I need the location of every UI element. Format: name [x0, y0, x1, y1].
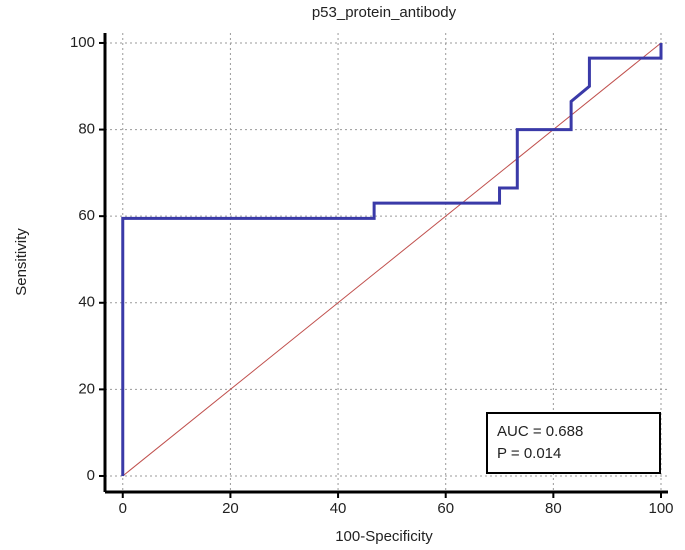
- x-axis-label: 100-Specificity: [335, 528, 433, 545]
- y-tick-label: 100: [70, 34, 95, 51]
- chart-title: p53_protein_antibody: [312, 4, 457, 21]
- y-tick-label: 40: [78, 294, 95, 311]
- annotation-text: P = 0.014: [497, 445, 561, 462]
- x-tick-label: 0: [119, 500, 127, 517]
- x-tick-label: 20: [222, 500, 239, 517]
- x-tick-label: 60: [437, 500, 454, 517]
- x-tick-label: 100: [648, 500, 673, 517]
- y-tick-label: 80: [78, 121, 95, 138]
- y-tick-label: 60: [78, 207, 95, 224]
- x-tick-label: 40: [330, 500, 347, 517]
- annotation-box: [486, 412, 661, 474]
- roc-curve: [121, 42, 663, 476]
- y-tick-label: 20: [78, 380, 95, 397]
- y-axis-label: Sensitivity: [13, 228, 30, 296]
- annotation-text: AUC = 0.688: [497, 423, 583, 440]
- y-tick-label: 0: [87, 467, 95, 484]
- x-tick-label: 80: [545, 500, 562, 517]
